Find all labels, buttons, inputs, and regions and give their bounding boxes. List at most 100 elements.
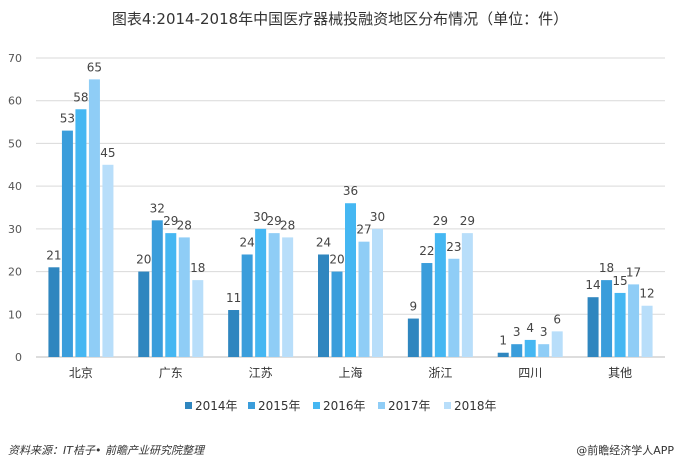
data-label: 21: [46, 248, 61, 262]
legend-swatch: [313, 402, 320, 409]
data-label: 14: [585, 278, 600, 292]
brand-label: @前瞻经济学人APP: [576, 444, 674, 457]
data-label: 27: [356, 223, 371, 237]
bar: [318, 254, 329, 357]
x-tick-label: 江苏: [249, 366, 273, 380]
y-tick-label: 20: [8, 266, 22, 279]
bar: [587, 297, 599, 357]
data-label: 9: [410, 300, 418, 314]
data-label: 30: [370, 210, 385, 224]
bar: [538, 344, 550, 357]
data-label: 30: [253, 210, 268, 224]
data-label: 29: [433, 214, 448, 228]
bar: [601, 280, 613, 357]
y-tick-label: 10: [8, 308, 22, 321]
data-label: 18: [190, 261, 205, 275]
bar: [614, 292, 626, 357]
bar: [151, 220, 163, 357]
bar: [192, 280, 204, 357]
data-label: 58: [73, 90, 88, 104]
legend-swatch: [248, 402, 255, 409]
x-tick-label: 其他: [608, 366, 632, 380]
data-label: 12: [639, 287, 654, 301]
legend-label: 2017年: [388, 399, 431, 413]
data-label: 36: [343, 184, 358, 198]
data-label: 3: [513, 325, 521, 339]
bar: [255, 228, 267, 357]
data-label: 29: [460, 214, 475, 228]
y-tick-label: 0: [15, 351, 22, 364]
y-tick-label: 60: [8, 95, 22, 108]
data-label: 28: [177, 218, 192, 232]
legend-swatch: [444, 402, 451, 409]
data-label: 6: [553, 312, 561, 326]
bar: [331, 271, 343, 357]
data-label: 23: [446, 240, 461, 254]
bar: [372, 228, 383, 357]
bar: [524, 339, 536, 357]
data-label: 20: [136, 253, 151, 267]
bar: [628, 284, 640, 357]
data-label: 20: [329, 253, 344, 267]
bar: [461, 233, 473, 357]
x-tick-label: 四川: [518, 366, 542, 380]
data-label: 1: [499, 334, 507, 348]
data-label: 24: [240, 235, 255, 249]
data-label: 28: [280, 218, 295, 232]
bar: [551, 331, 563, 357]
legend-label: 2016年: [323, 399, 366, 413]
data-label: 65: [87, 60, 102, 74]
y-tick-label: 70: [8, 52, 22, 65]
x-tick-label: 上海: [338, 365, 362, 380]
bar: [61, 130, 73, 357]
legend-swatch: [378, 402, 385, 409]
data-label: 45: [100, 146, 115, 160]
data-label: 53: [60, 112, 75, 126]
data-label: 32: [150, 201, 165, 215]
data-label: 18: [599, 261, 614, 275]
data-label: 4: [526, 321, 534, 335]
data-label: 24: [316, 235, 331, 249]
y-tick-label: 40: [8, 180, 22, 193]
y-tick-label: 30: [8, 223, 22, 236]
bar: [497, 352, 509, 357]
bar: [641, 305, 653, 357]
data-label: 3: [540, 325, 548, 339]
data-label: 11: [226, 291, 241, 305]
chart-title: 图表4:2014-2018年中国医疗器械投融资地区分布情况（单位：件）: [111, 10, 569, 28]
legend-swatch: [185, 402, 192, 409]
bar: [358, 241, 370, 357]
data-label: 15: [612, 274, 627, 288]
bar: [511, 344, 523, 357]
x-tick-label: 北京: [69, 366, 93, 380]
x-tick-label: 浙江: [428, 366, 452, 380]
bar: [407, 318, 419, 357]
data-label: 29: [163, 214, 178, 228]
legend-label: 2014年: [195, 399, 238, 413]
data-label: 29: [267, 214, 282, 228]
source-note: 资料来源：IT桔子• 前瞻产业研究院整理: [8, 444, 204, 457]
bar: [88, 79, 100, 357]
bar: [165, 233, 177, 357]
bar: [48, 267, 60, 357]
legend-label: 2018年: [454, 399, 497, 413]
bar: [178, 237, 190, 357]
bar: [282, 237, 294, 357]
x-tick-label: 广东: [159, 366, 183, 380]
bar: [434, 233, 446, 357]
bar: [138, 271, 150, 357]
y-tick-label: 50: [8, 137, 22, 150]
bar: [228, 310, 240, 357]
bar: [448, 258, 460, 357]
bar: [102, 164, 114, 357]
bar: [421, 263, 433, 357]
data-label: 17: [626, 265, 641, 279]
bar: [241, 254, 253, 357]
data-label: 22: [419, 244, 434, 258]
bar: [345, 203, 356, 357]
bar: [75, 109, 87, 357]
legend-label: 2015年: [258, 399, 301, 413]
bar: [268, 233, 280, 357]
